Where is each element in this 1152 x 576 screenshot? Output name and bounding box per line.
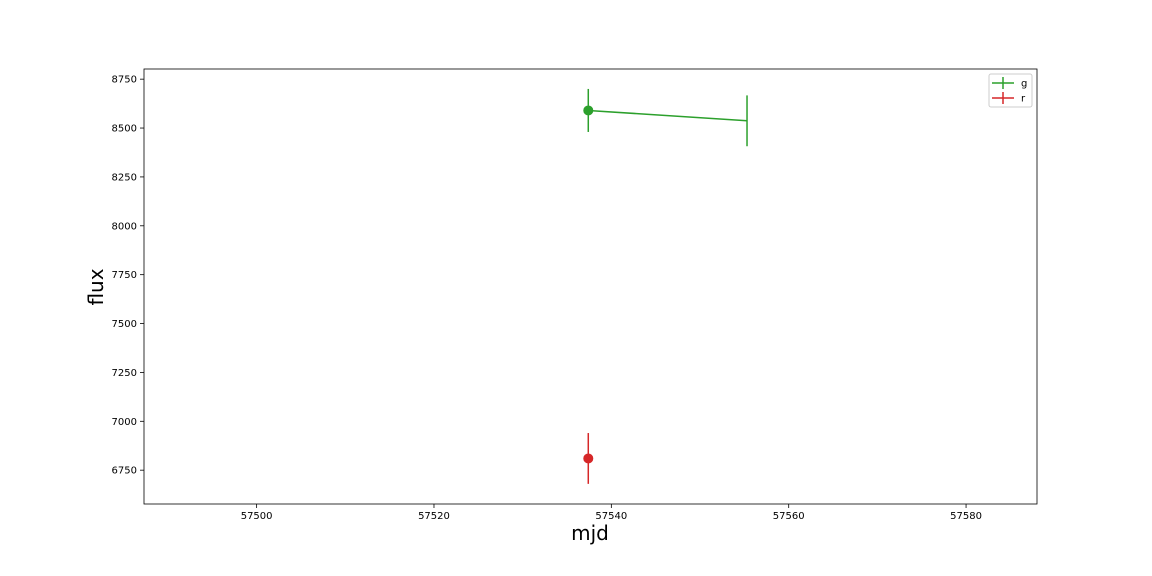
legend-entry-g: g	[992, 77, 1027, 90]
y-tick-label: 7750	[112, 270, 137, 281]
y-tick-label: 8750	[112, 75, 137, 86]
x-tick-label: 57520	[418, 511, 450, 522]
x-tick-label: 57580	[950, 511, 982, 522]
x-tick-label: 57500	[241, 511, 273, 522]
legend-entry-r: r	[992, 92, 1026, 105]
y-axis-ticks: 6750 7000 7250 7500 7750 8000 8250 8500 8750	[112, 75, 144, 477]
y-tick-label: 6750	[112, 466, 137, 477]
series-line-g	[588, 109, 748, 122]
plot-area	[143, 68, 1038, 505]
x-axis-label: mjd	[571, 521, 609, 545]
legend: gr	[988, 73, 1033, 108]
x-tick-label: 57560	[773, 511, 805, 522]
legend-label: r	[1021, 94, 1026, 105]
y-axis-label: flux	[84, 268, 108, 305]
series-r	[583, 433, 594, 484]
x-tick-label: 57540	[595, 511, 627, 522]
series-layer	[583, 88, 748, 484]
y-tick-label: 7250	[112, 368, 137, 379]
y-tick-label: 8500	[112, 124, 137, 135]
y-tick-label: 7500	[112, 319, 137, 330]
data-point	[583, 105, 594, 116]
series-g	[583, 88, 748, 147]
x-axis-ticks: 57500 57520 57540 57560 57580	[241, 504, 982, 522]
y-tick-label: 7000	[112, 417, 137, 428]
legend-label: g	[1021, 79, 1027, 90]
y-tick-label: 8250	[112, 172, 137, 183]
data-point	[583, 453, 594, 464]
y-tick-label: 8000	[112, 221, 137, 232]
